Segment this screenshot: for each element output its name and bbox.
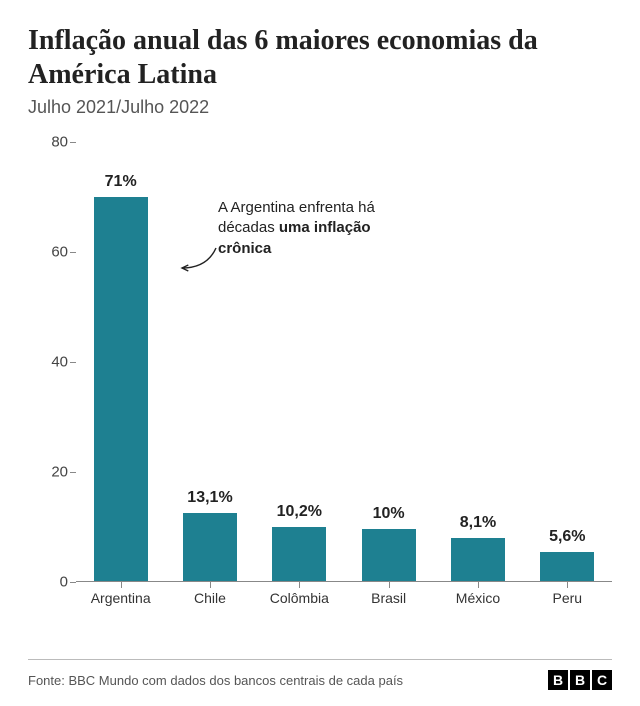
y-axis: 020406080 <box>38 142 68 582</box>
bar-value-label: 5,6% <box>549 528 585 546</box>
annotation-text: A Argentina enfrenta há décadas uma infl… <box>218 198 428 259</box>
bar-value-label: 10,2% <box>277 503 322 521</box>
bar-slot: 5,6% <box>523 142 612 581</box>
bar <box>94 197 148 581</box>
bbc-logo-letter: B <box>570 670 590 690</box>
chart-area: 020406080 71%13,1%10,2%10%8,1%5,6% A Arg… <box>38 142 612 612</box>
bar <box>540 552 594 581</box>
bar-slot: 8,1% <box>433 142 522 581</box>
x-axis-labels: ArgentinaChileColômbiaBrasilMéxicoPeru <box>76 582 612 612</box>
x-tick-mark <box>121 582 122 588</box>
bbc-logo-letter: C <box>592 670 612 690</box>
plot-region: 71% 13,1% 10,2% 10% 8,1% 5,6% A Argentina enf… <box>76 142 612 582</box>
x-tick-mark <box>389 582 390 588</box>
y-tick-label: 20 <box>38 464 68 481</box>
bar <box>362 529 416 581</box>
bar <box>272 527 326 581</box>
x-tick-mark <box>567 582 568 588</box>
y-tick-label: 0 <box>38 574 68 591</box>
x-tick-mark <box>478 582 479 588</box>
y-tick-label: 80 <box>38 134 68 151</box>
chart-subtitle: Julho 2021/Julho 2022 <box>28 97 612 118</box>
x-tick-mark <box>299 582 300 588</box>
x-tick-mark <box>210 582 211 588</box>
footer: Fonte: BBC Mundo com dados dos bancos ce… <box>28 659 612 690</box>
bar-value-label: 10% <box>373 505 405 523</box>
y-tick-label: 60 <box>38 244 68 261</box>
chart-title: Inflação anual das 6 maiores economias d… <box>28 24 612 91</box>
bar-value-label: 8,1% <box>460 514 496 532</box>
bbc-logo-letter: B <box>548 670 568 690</box>
y-tick-label: 40 <box>38 354 68 371</box>
source-text: Fonte: BBC Mundo com dados dos bancos ce… <box>28 673 403 688</box>
bar-value-label: 13,1% <box>187 489 232 507</box>
annotation-arrow <box>172 238 232 298</box>
bar <box>451 538 505 581</box>
bbc-logo: BBC <box>548 670 612 690</box>
bar-slot: 71% <box>76 142 165 581</box>
bar <box>183 513 237 582</box>
bar-value-label: 71% <box>105 173 137 191</box>
